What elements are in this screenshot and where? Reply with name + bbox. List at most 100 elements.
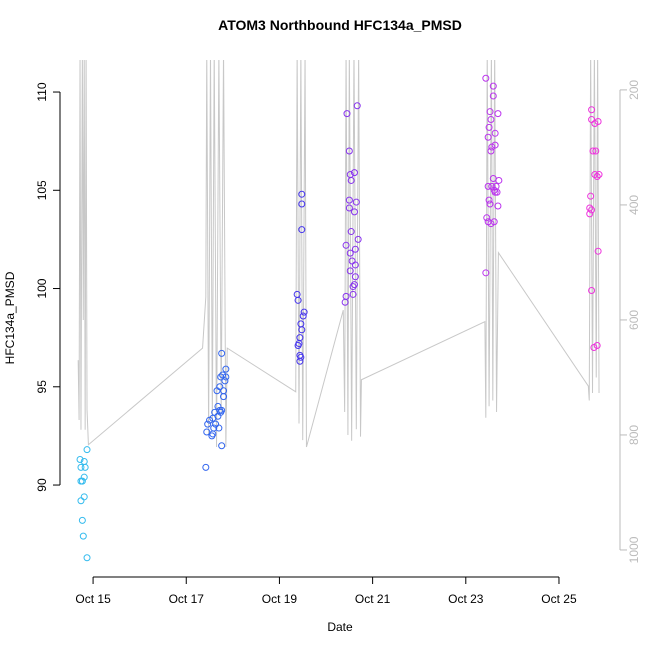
- data-point: [348, 257, 356, 265]
- data-point: [345, 147, 353, 155]
- x-tick-label: Oct 19: [262, 592, 298, 606]
- data-point: [342, 241, 350, 249]
- data-point: [491, 141, 499, 149]
- data-point: [484, 133, 492, 141]
- data-point: [209, 430, 217, 438]
- data-point: [77, 463, 85, 471]
- data-point: [298, 190, 306, 198]
- data-point: [299, 312, 307, 320]
- data-point: [494, 202, 502, 210]
- data-point: [216, 383, 224, 391]
- data-point: [482, 269, 490, 277]
- data-point: [586, 210, 594, 218]
- data-point: [493, 188, 501, 196]
- y-tick-label: 100: [35, 278, 49, 298]
- data-point: [483, 214, 491, 222]
- x-tick-label: Oct 17: [169, 592, 205, 606]
- data-point: [350, 281, 358, 289]
- data-point: [77, 497, 85, 505]
- data-point: [589, 147, 597, 155]
- data-point: [203, 428, 211, 436]
- data-point: [297, 353, 305, 361]
- data-point: [217, 408, 225, 416]
- data-point: [204, 420, 212, 428]
- data-point: [352, 198, 360, 206]
- data-point: [345, 196, 353, 204]
- data-point: [353, 102, 361, 110]
- data-point: [594, 247, 602, 255]
- data-point: [215, 424, 223, 432]
- data-point: [298, 226, 306, 234]
- plot-area: [76, 60, 603, 562]
- data-point: [296, 357, 304, 365]
- x-tick-label: Oct 23: [448, 592, 484, 606]
- data-point: [488, 182, 496, 190]
- y-tick-label: 105: [35, 180, 49, 200]
- data-point: [591, 171, 599, 179]
- data-point: [351, 245, 359, 253]
- data-point: [485, 123, 493, 131]
- data-point: [300, 308, 308, 316]
- data-point: [349, 283, 357, 291]
- data-point: [78, 516, 86, 524]
- data-point: [83, 446, 91, 454]
- data-point: [298, 326, 306, 334]
- data-point: [588, 106, 596, 114]
- data-point: [486, 108, 494, 116]
- x-tick-label: Oct 21: [355, 592, 391, 606]
- data-point: [487, 116, 495, 124]
- data-point: [587, 192, 595, 200]
- data-point: [83, 554, 91, 562]
- data-point: [350, 208, 358, 216]
- data-point: [350, 169, 358, 177]
- data-point: [81, 463, 89, 471]
- data-point: [220, 393, 228, 401]
- x-tick-label: Oct 25: [541, 592, 577, 606]
- x-tick-label: Oct 15: [75, 592, 111, 606]
- y2-tick-label: 400: [627, 195, 641, 215]
- y2-tick-label: 600: [627, 310, 641, 330]
- data-point: [351, 261, 359, 269]
- data-point: [346, 249, 354, 257]
- data-point: [218, 349, 226, 357]
- data-point: [595, 171, 603, 179]
- data-point: [592, 147, 600, 155]
- data-point: [296, 334, 304, 342]
- data-point: [593, 342, 601, 350]
- y2-tick-label: 800: [627, 425, 641, 445]
- data-point: [485, 196, 493, 204]
- data-point: [222, 373, 230, 381]
- data-point: [347, 176, 355, 184]
- data-point: [489, 92, 497, 100]
- data-point: [588, 206, 596, 214]
- y-tick-label: 90: [35, 478, 49, 492]
- data-point: [594, 118, 602, 126]
- data-point: [343, 110, 351, 118]
- data-point: [218, 442, 226, 450]
- data-point: [484, 182, 492, 190]
- data-point: [495, 176, 503, 184]
- data-point: [490, 218, 498, 226]
- data-point: [79, 532, 87, 540]
- y2-tick-label: 1000: [627, 536, 641, 563]
- data-point: [221, 377, 229, 385]
- data-point: [298, 200, 306, 208]
- data-point: [593, 173, 601, 181]
- data-point: [80, 493, 88, 501]
- data-point: [351, 273, 359, 281]
- y-tick-label: 95: [35, 380, 49, 394]
- data-point: [214, 402, 222, 410]
- data-point: [345, 204, 353, 212]
- data-point: [346, 267, 354, 275]
- chart-title: ATOM3 Northbound HFC134a_PMSD: [218, 17, 462, 33]
- data-point: [202, 463, 210, 471]
- data-point: [222, 365, 230, 373]
- data-point: [486, 200, 494, 208]
- data-point: [354, 235, 362, 243]
- data-point: [487, 147, 495, 155]
- data-line: [77, 60, 600, 448]
- data-point: [76, 455, 84, 463]
- data-point: [588, 286, 596, 294]
- data-point: [349, 290, 357, 298]
